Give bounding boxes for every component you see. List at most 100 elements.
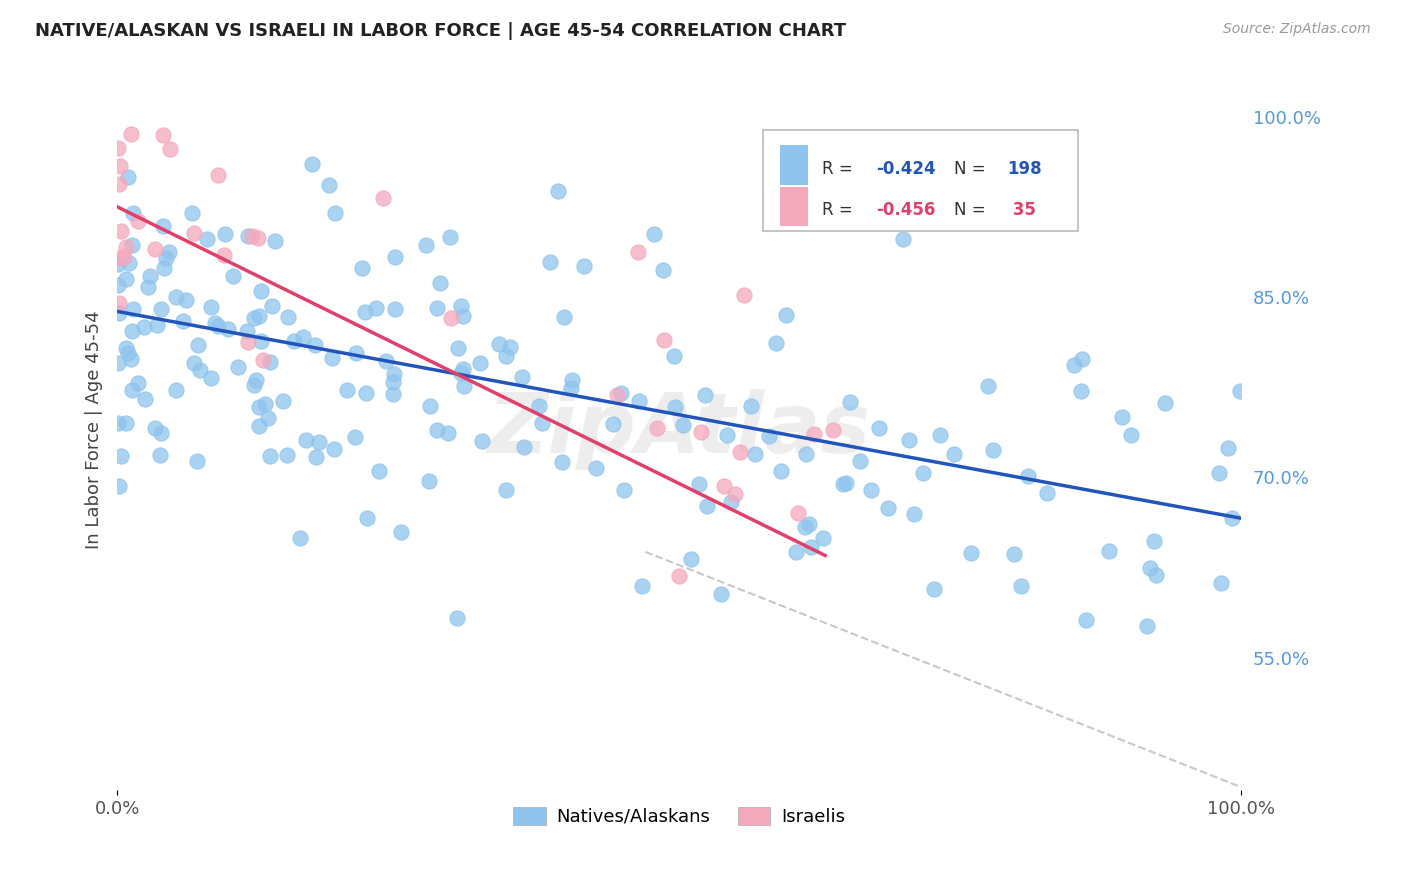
Point bbox=[323, 206, 346, 220]
Point bbox=[585, 460, 607, 475]
Point bbox=[127, 376, 149, 390]
Point bbox=[228, 360, 250, 375]
Point bbox=[929, 428, 952, 442]
Point bbox=[1036, 486, 1059, 500]
Point bbox=[672, 417, 695, 432]
Point bbox=[898, 433, 921, 447]
Point bbox=[117, 169, 139, 184]
Point bbox=[110, 449, 132, 463]
Point bbox=[247, 309, 270, 323]
Point bbox=[344, 346, 367, 360]
Point bbox=[740, 399, 762, 413]
Point bbox=[107, 178, 129, 192]
Text: N =: N = bbox=[955, 160, 991, 178]
Point bbox=[110, 160, 132, 174]
Point bbox=[121, 238, 143, 252]
Point bbox=[839, 395, 862, 409]
Point bbox=[190, 362, 212, 376]
Point bbox=[1154, 396, 1177, 410]
Point bbox=[1017, 469, 1039, 483]
Point bbox=[689, 425, 711, 439]
Point bbox=[439, 311, 461, 326]
Point bbox=[217, 322, 239, 336]
Point bbox=[800, 540, 823, 554]
Point bbox=[1139, 561, 1161, 575]
Point bbox=[1063, 359, 1085, 373]
Point bbox=[259, 449, 281, 463]
Point bbox=[799, 517, 821, 532]
Point bbox=[832, 476, 855, 491]
Point bbox=[1144, 567, 1167, 582]
Point bbox=[668, 568, 690, 582]
Point bbox=[495, 483, 517, 497]
Y-axis label: In Labor Force | Age 45-54: In Labor Force | Age 45-54 bbox=[86, 310, 103, 549]
Point bbox=[821, 423, 844, 437]
Point bbox=[292, 330, 315, 344]
Text: -0.456: -0.456 bbox=[876, 202, 935, 219]
Point bbox=[1136, 619, 1159, 633]
Point bbox=[418, 474, 440, 488]
Point bbox=[794, 446, 817, 460]
Point bbox=[645, 421, 668, 435]
Point bbox=[368, 464, 391, 478]
Point bbox=[1002, 547, 1025, 561]
Point bbox=[652, 263, 675, 277]
Point bbox=[127, 213, 149, 227]
Point bbox=[426, 301, 449, 315]
Point bbox=[107, 278, 129, 293]
Point bbox=[1111, 409, 1133, 424]
Point bbox=[247, 400, 270, 414]
Point bbox=[713, 479, 735, 493]
Point bbox=[108, 306, 131, 320]
Point bbox=[538, 255, 561, 269]
Point bbox=[118, 255, 141, 269]
Point bbox=[352, 261, 374, 276]
Point bbox=[450, 299, 472, 313]
Point bbox=[1211, 576, 1233, 591]
Point bbox=[290, 531, 312, 545]
Point bbox=[240, 229, 263, 244]
Point bbox=[153, 260, 176, 275]
Text: 198: 198 bbox=[1007, 160, 1042, 178]
Point bbox=[1098, 543, 1121, 558]
Point bbox=[654, 333, 676, 347]
Point bbox=[627, 245, 650, 260]
Point bbox=[115, 416, 138, 430]
Point bbox=[257, 411, 280, 425]
Point bbox=[107, 256, 129, 270]
Point bbox=[259, 355, 281, 369]
Text: 35: 35 bbox=[1007, 202, 1036, 219]
Point bbox=[384, 301, 406, 316]
Point bbox=[688, 476, 710, 491]
Point bbox=[243, 311, 266, 326]
Point bbox=[112, 250, 135, 264]
Point bbox=[134, 320, 156, 334]
Point bbox=[165, 383, 187, 397]
Text: ZipAtlas: ZipAtlas bbox=[488, 389, 870, 470]
Point bbox=[922, 582, 945, 597]
Point bbox=[510, 370, 533, 384]
Point bbox=[159, 142, 181, 156]
Point bbox=[276, 448, 298, 462]
Point bbox=[354, 386, 377, 401]
FancyBboxPatch shape bbox=[763, 130, 1078, 231]
Point bbox=[903, 508, 925, 522]
Point bbox=[453, 379, 475, 393]
Point bbox=[120, 127, 142, 141]
Point bbox=[115, 342, 138, 356]
Point bbox=[551, 454, 574, 468]
Point bbox=[662, 349, 685, 363]
Point bbox=[183, 356, 205, 370]
Text: R =: R = bbox=[821, 160, 858, 178]
Point bbox=[527, 400, 550, 414]
Point bbox=[468, 356, 491, 370]
Point bbox=[107, 416, 129, 430]
Point bbox=[120, 351, 142, 366]
Point bbox=[1208, 466, 1230, 480]
Text: NATIVE/ALASKAN VS ISRAELI IN LABOR FORCE | AGE 45-54 CORRELATION CHART: NATIVE/ALASKAN VS ISRAELI IN LABOR FORCE… bbox=[35, 22, 846, 40]
Point bbox=[157, 245, 180, 260]
Point bbox=[560, 381, 582, 395]
Point bbox=[488, 337, 510, 351]
Point bbox=[512, 440, 534, 454]
Text: R =: R = bbox=[821, 202, 858, 219]
